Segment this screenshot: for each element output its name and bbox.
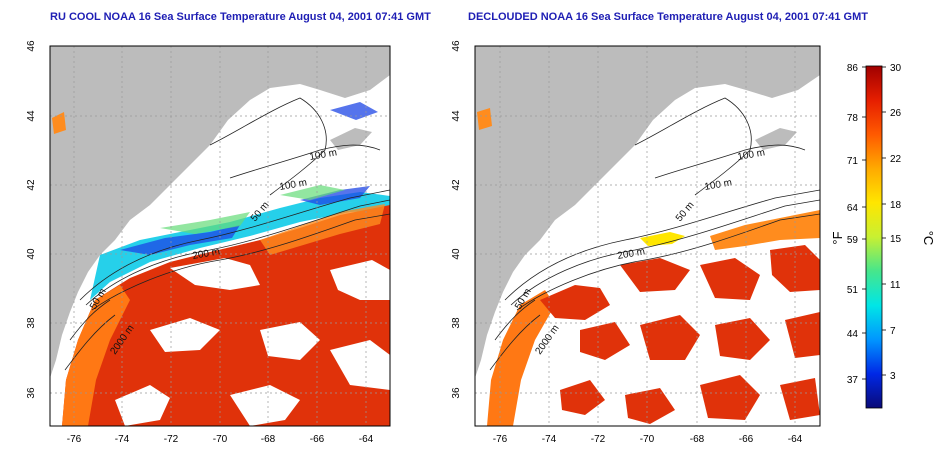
x-tick-label: -64 xyxy=(359,434,374,445)
y-tick-label: 40 xyxy=(451,248,462,260)
yellow-shelf-patch xyxy=(640,232,685,246)
y-tick-label: 46 xyxy=(26,40,37,52)
x-tick-label: -76 xyxy=(67,434,82,445)
isolated-patches xyxy=(52,112,66,134)
contour-label-100-north: 100 m xyxy=(309,147,338,163)
fahrenheit-tick: 44 xyxy=(847,329,859,340)
right-y-axis: 46 44 42 40 38 36 xyxy=(451,40,462,399)
y-tick-label: 44 xyxy=(451,110,462,122)
celsius-tick: 7 xyxy=(890,326,896,337)
orange-gulfstream-edge xyxy=(260,204,385,255)
left-y-axis: 46 44 42 40 38 36 xyxy=(26,40,37,399)
shelf-cool-band xyxy=(90,192,390,300)
celsius-tick: 30 xyxy=(890,63,902,74)
orange-slope-water xyxy=(62,285,130,426)
y-tick-label: 36 xyxy=(26,387,37,399)
y-tick-label: 38 xyxy=(26,317,37,329)
shelf-green-patches xyxy=(160,185,345,234)
y-tick-label: 42 xyxy=(451,179,462,191)
fahrenheit-tick: 71 xyxy=(847,156,859,167)
shelf-blue-patches xyxy=(120,102,378,255)
x-tick-label: -64 xyxy=(788,434,803,445)
colorbar: 86 78 71 64 59 51 44 37 30 26 22 18 15 1… xyxy=(830,63,936,409)
cloud-patches xyxy=(115,258,390,426)
island xyxy=(755,128,797,150)
x-tick-label: -76 xyxy=(493,434,508,445)
island xyxy=(330,128,372,150)
x-tick-label: -70 xyxy=(640,434,655,445)
orange-gulfstream-edge xyxy=(710,210,820,250)
contour-label-100-north: 100 m xyxy=(737,147,766,163)
celsius-tick: 26 xyxy=(890,108,902,119)
y-tick-label: 36 xyxy=(451,387,462,399)
y-tick-label: 40 xyxy=(26,248,37,260)
celsius-tick: 22 xyxy=(890,154,902,165)
contour-label-100-south: 100 m xyxy=(704,177,733,193)
right-grid xyxy=(475,45,820,426)
orange-slope-water xyxy=(487,290,555,426)
contour-label-100-south: 100 m xyxy=(279,177,308,193)
fahrenheit-tick: 37 xyxy=(847,375,859,386)
x-tick-label: -70 xyxy=(213,434,228,445)
land-mass xyxy=(475,46,820,378)
land-mass xyxy=(50,46,390,378)
left-panel-title: RU COOL NOAA 16 Sea Surface Temperature … xyxy=(50,11,431,23)
celsius-tick: 3 xyxy=(890,371,896,382)
celsius-axis-label: °C xyxy=(921,231,936,246)
fahrenheit-tick: 64 xyxy=(847,203,859,214)
colorbar-gradient xyxy=(865,65,883,409)
x-tick-label: -66 xyxy=(739,434,754,445)
right-map-frame xyxy=(474,45,821,427)
celsius-tick: 11 xyxy=(890,280,901,291)
bathymetry-contours xyxy=(489,97,820,371)
left-x-axis: -76 -74 -72 -70 -68 -66 -64 xyxy=(67,434,374,445)
y-tick-label: 46 xyxy=(451,40,462,52)
celsius-tick: 15 xyxy=(890,234,902,245)
y-tick-label: 38 xyxy=(451,317,462,329)
fahrenheit-tick: 59 xyxy=(847,235,859,246)
x-tick-label: -68 xyxy=(261,434,276,445)
x-tick-label: -68 xyxy=(690,434,705,445)
left-map-frame xyxy=(49,45,391,427)
fahrenheit-tick: 51 xyxy=(847,285,859,296)
fahrenheit-tick: 78 xyxy=(847,113,859,124)
y-tick-label: 44 xyxy=(26,110,37,122)
x-tick-label: -72 xyxy=(164,434,179,445)
right-panel-title: DECLOUDED NOAA 16 Sea Surface Temperatur… xyxy=(468,11,868,23)
right-map: 100 m 100 m 50 m 200 m 50 m 2000 m xyxy=(475,46,820,426)
y-tick-label: 42 xyxy=(26,179,37,191)
x-tick-label: -74 xyxy=(542,434,557,445)
warm-water xyxy=(62,205,390,426)
fahrenheit-tick: 86 xyxy=(847,63,859,74)
right-x-axis: -76 -74 -72 -70 -68 -66 -64 xyxy=(493,434,803,445)
x-tick-label: -66 xyxy=(310,434,325,445)
x-tick-label: -74 xyxy=(115,434,130,445)
x-tick-label: -72 xyxy=(591,434,606,445)
celsius-tick: 18 xyxy=(890,200,902,211)
isolated-patches xyxy=(477,108,492,130)
fahrenheit-axis-label: °F xyxy=(830,231,845,244)
bathymetry-contours xyxy=(64,97,390,371)
warm-water-patches xyxy=(540,245,820,424)
